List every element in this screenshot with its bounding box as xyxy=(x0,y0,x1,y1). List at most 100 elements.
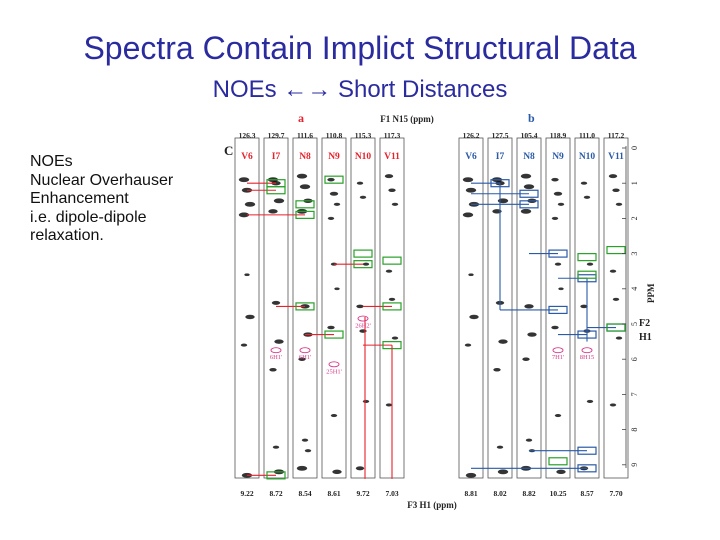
h1-tick-label: 9.72 xyxy=(356,489,369,498)
residue-label: V11 xyxy=(384,152,400,162)
cross-peak xyxy=(238,177,250,183)
cross-peak xyxy=(492,209,502,214)
noe-box xyxy=(295,210,315,219)
cross-peak xyxy=(298,357,306,361)
notes-line: NOEs xyxy=(30,153,73,170)
cross-peak xyxy=(608,174,618,179)
annotation-peak xyxy=(270,347,282,354)
spectrum-strip xyxy=(350,137,376,479)
ppm-tick-label: 2 xyxy=(630,216,639,220)
n15-tick-label: 111.0 xyxy=(579,131,595,140)
h1-tick-label: 8.57 xyxy=(580,489,593,498)
cross-peak xyxy=(520,173,532,179)
cross-peak xyxy=(268,209,278,214)
spectrum-strip xyxy=(458,137,484,479)
n15-tick-label: 117.3 xyxy=(384,131,401,140)
cross-peak xyxy=(462,212,474,218)
notes-line: Enhancement xyxy=(30,190,129,207)
cross-peak xyxy=(523,184,535,190)
cross-peak xyxy=(551,325,559,330)
residue-label: V6 xyxy=(465,152,477,162)
residue-label: N8 xyxy=(299,152,311,162)
n15-tick-label: 127.5 xyxy=(492,131,509,140)
ppm-axis-title: PPM xyxy=(646,283,656,303)
spectrum-strip xyxy=(487,137,513,479)
n15-tick-label: 126.2 xyxy=(463,131,480,140)
noe-box xyxy=(324,175,344,184)
cross-peak xyxy=(524,304,534,309)
cross-peak xyxy=(332,469,342,475)
cross-peak xyxy=(362,262,370,266)
cross-peak xyxy=(496,445,504,449)
atom-annotation: 7H1' xyxy=(552,354,564,361)
ppm-tick-label: 8 xyxy=(630,428,639,432)
cross-peak xyxy=(327,216,335,220)
notes-line: Nuclear Overhauser xyxy=(30,171,174,189)
annotation-peak xyxy=(552,347,564,354)
annotation-peak xyxy=(357,315,369,322)
noe-box xyxy=(266,471,286,480)
notes-line: relaxation. xyxy=(30,227,104,244)
n15-tick-label: 126.3 xyxy=(239,131,256,140)
cross-peak xyxy=(580,181,588,185)
h1-tick-label: 8.82 xyxy=(522,489,535,498)
h1-tick-label: 8.81 xyxy=(464,489,477,498)
ppm-tick-label: 3 xyxy=(630,252,639,256)
top-axis-label: F1 N15 (ppm) xyxy=(380,114,434,124)
ppm-tick-label: 7 xyxy=(630,392,639,396)
cross-peak xyxy=(327,177,335,182)
cross-peak xyxy=(525,438,533,442)
cross-peak xyxy=(327,325,335,330)
noe-box xyxy=(519,189,539,198)
noe-box xyxy=(577,253,597,262)
spectrum-strip xyxy=(516,137,542,479)
residue-label: I7 xyxy=(272,152,281,162)
cross-peak xyxy=(557,202,565,206)
n15-tick-label: 129.7 xyxy=(268,131,285,140)
noe-box xyxy=(353,260,373,269)
residue-label: I7 xyxy=(496,152,505,162)
cross-peak xyxy=(272,445,280,449)
h1-tick-label: 8.02 xyxy=(493,489,506,498)
cross-peak xyxy=(469,314,479,320)
h1-tick-label: 8.72 xyxy=(269,489,282,498)
noe-box xyxy=(353,249,373,258)
cross-peak xyxy=(498,339,508,344)
slide-title: Spectra Contain Implict Structural Data xyxy=(83,30,637,66)
cross-peak xyxy=(385,403,393,407)
cross-peak xyxy=(334,287,340,291)
cross-peak xyxy=(615,202,623,206)
noe-box xyxy=(295,302,315,311)
noe-box xyxy=(382,302,402,311)
n15-tick-label: 111.6 xyxy=(297,131,313,140)
cross-peak xyxy=(586,399,594,403)
slide-subtitle: NOEs ←→ Short Distances xyxy=(212,76,508,103)
n15-tick-label: 110.8 xyxy=(326,131,343,140)
spectrum-strip xyxy=(234,137,260,479)
panel-a-label: a xyxy=(298,111,304,125)
residue-label: N10 xyxy=(579,152,596,162)
atom-annotation: 8H15 xyxy=(580,354,594,361)
ppm-tick-label: 6 xyxy=(630,357,639,361)
spectrum-strip xyxy=(292,137,318,479)
cross-peak xyxy=(244,201,256,207)
cross-peak xyxy=(558,287,564,291)
n15-tick-label: 105.4 xyxy=(521,131,538,140)
residue-label: N9 xyxy=(328,152,340,162)
notes-text: NOEs Nuclear Overhauser Enhancement i.e.… xyxy=(30,153,220,246)
cross-peak xyxy=(551,216,559,220)
h1-tick-label: 8.54 xyxy=(298,489,311,498)
notes-line: i.e. dipole-dipole xyxy=(30,208,147,226)
noe-box xyxy=(295,200,315,209)
residue-label: V6 xyxy=(241,152,253,162)
residue-label: N8 xyxy=(523,152,535,162)
residue-label: V11 xyxy=(608,152,624,162)
cross-peak xyxy=(244,273,250,277)
atom-annotation: 6H1' xyxy=(299,354,311,361)
cross-peak xyxy=(553,191,563,196)
h1-tick-label: 7.70 xyxy=(609,489,622,498)
cross-peak xyxy=(586,262,594,266)
atom-annotation: 26H2' xyxy=(355,323,371,330)
cross-peak xyxy=(304,449,312,453)
cross-peak xyxy=(299,184,311,190)
